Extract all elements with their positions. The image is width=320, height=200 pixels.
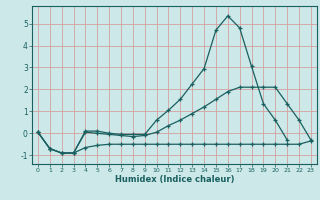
X-axis label: Humidex (Indice chaleur): Humidex (Indice chaleur) — [115, 175, 234, 184]
